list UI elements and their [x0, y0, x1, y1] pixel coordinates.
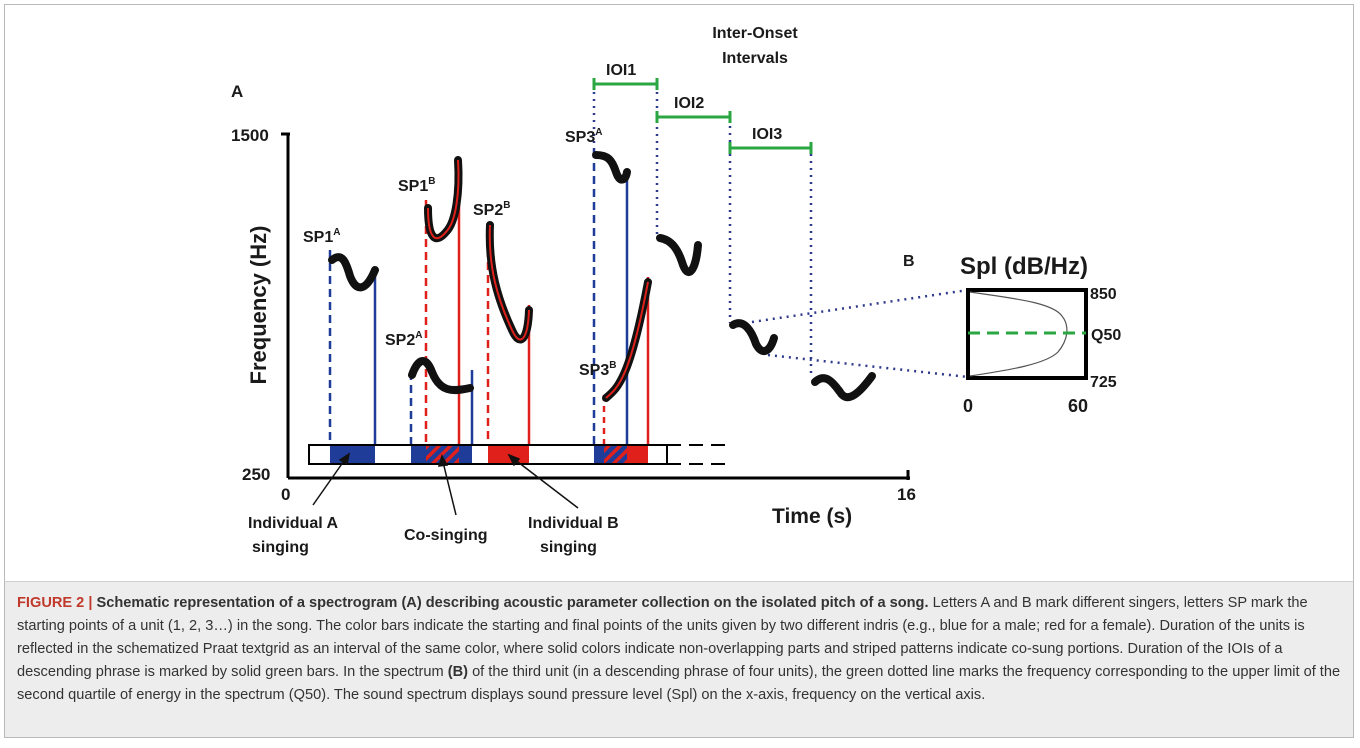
caption-text-1: Letters A and B mark different singers, …: [17, 595, 1308, 681]
ioi2-label: IOI2: [674, 95, 704, 112]
caption-text-2: of the third unit (in a descending phras…: [17, 664, 1341, 704]
sp1b-label: SP1B: [398, 176, 435, 195]
sp3a-label: SP3A: [565, 127, 602, 146]
textgrid-a-interval: [330, 446, 375, 463]
individual-a-annotation-line2: singing: [252, 539, 309, 556]
sp2a-label: SP2A: [385, 330, 422, 349]
x-axis-title: Time (s): [772, 505, 852, 528]
individual-a-unit-lines: [328, 150, 629, 445]
figure-caption: FIGURE 2 | Schematic representation of a…: [17, 592, 1343, 707]
annotation-arrows: [312, 452, 579, 516]
sp1a-label: SP1A: [303, 227, 340, 246]
textgrid-co-sung-interval: [426, 446, 459, 463]
individual-b-annotation-line2: singing: [540, 539, 597, 556]
ioi1-label: IOI1: [606, 62, 636, 79]
y-axis-title: Frequency (Hz): [246, 226, 271, 385]
textgrid-a-interval: [459, 446, 472, 463]
x-min-label: 0: [281, 485, 290, 504]
ioi-dotted-lines: [592, 78, 969, 379]
panel-b-x-right: 60: [1068, 396, 1088, 416]
sp-labels: SP1A SP1B SP2B SP2A SP3A SP3B: [303, 127, 616, 379]
textgrid-co-sung-interval: [604, 446, 627, 463]
ioi3-label: IOI3: [752, 126, 782, 143]
figure-title: Schematic representation of a spectrogra…: [96, 595, 929, 611]
ioi-title-line1: Inter-Onset: [712, 25, 798, 42]
panel-b-label: B: [903, 253, 915, 270]
y-max-label: 1500: [231, 126, 269, 145]
individual-a-annotation-line1: Individual A: [248, 515, 339, 532]
caption-panel-ref: (B): [447, 664, 469, 681]
individual-b-annotation-line1: Individual B: [528, 515, 619, 532]
textgrid-b-interval: [627, 446, 648, 463]
x-max-label: 16: [897, 485, 916, 504]
textgrid-a-interval: [594, 446, 604, 463]
panel-b-y-top: 850: [1090, 286, 1117, 303]
q50-label: Q50: [1091, 327, 1121, 344]
individual-b-contour-outlines: [427, 159, 649, 399]
ioi-title-line2: Intervals: [722, 50, 788, 67]
panel-a-label: A: [231, 82, 243, 101]
figure-number: FIGURE 2 |: [17, 595, 97, 611]
co-singing-annotation: Co-singing: [404, 527, 488, 544]
praat-textgrid: [308, 444, 730, 465]
ioi-bars: [592, 78, 813, 154]
caption-background: [4, 581, 1354, 738]
panel-b-title: Spl (dB/Hz): [960, 253, 1088, 280]
y-min-label: 250: [242, 465, 270, 484]
textgrid-a-interval: [411, 446, 426, 463]
sp3b-label: SP3B: [579, 360, 616, 379]
sp2b-label: SP2B: [473, 200, 510, 219]
panel-b-y-bottom: 725: [1090, 374, 1117, 391]
panel-b-x-left: 0: [963, 396, 973, 416]
